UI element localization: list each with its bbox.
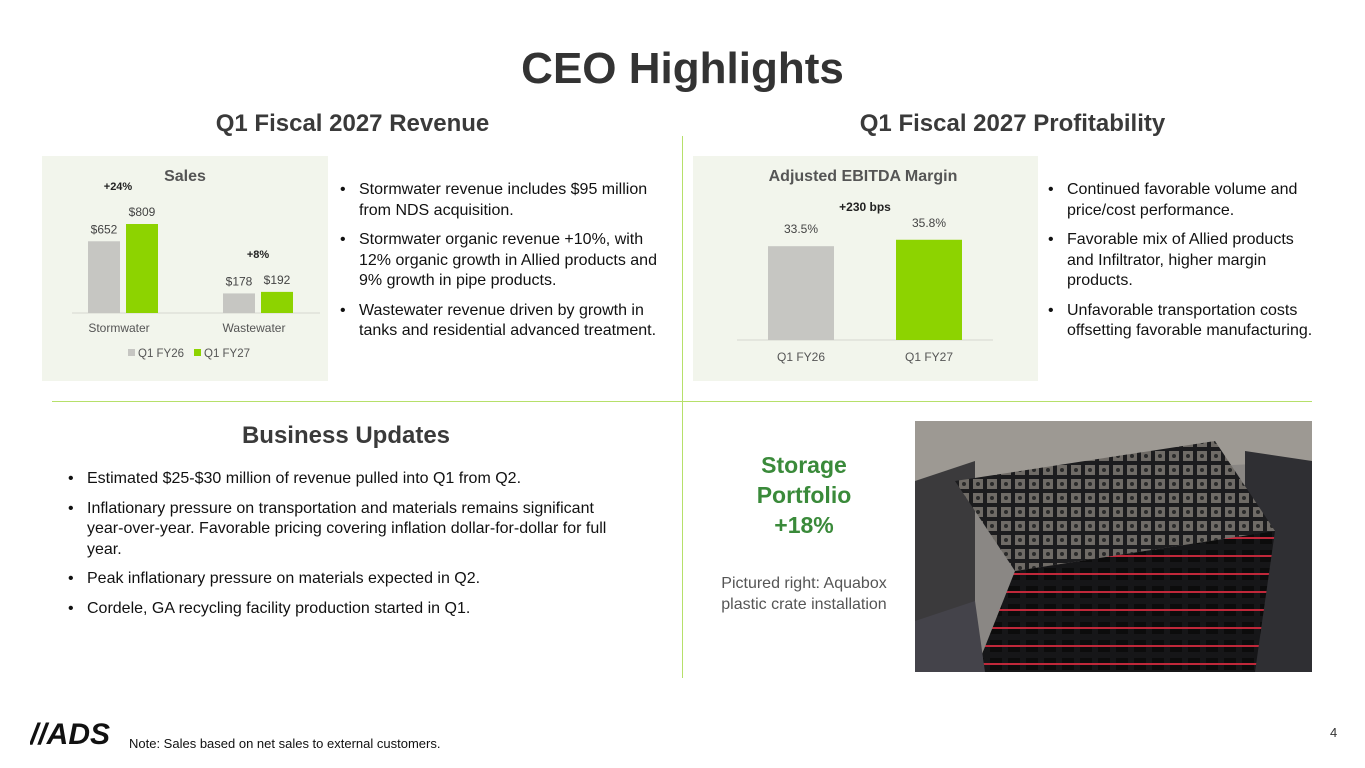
profitability-bullet: • Favorable mix of Allied products and In… xyxy=(1048,231,1294,289)
slide-title: CEO Highlights xyxy=(521,44,844,93)
revenue-bullet-text: Stormwater organic revenue +10%, with 12… xyxy=(359,231,657,289)
profitability-heading: Q1 Fiscal 2027 Profitability xyxy=(859,110,1166,137)
business-updates-heading: Business Updates xyxy=(241,422,451,449)
data-label: $809 xyxy=(129,205,156,219)
bar xyxy=(261,291,293,313)
revenue-bullet: • Stormwater revenue includes $95 million… xyxy=(340,181,648,219)
growth-label: +24% xyxy=(104,181,133,193)
aquabox-installation-photo xyxy=(915,421,1312,672)
data-label: 35.8% xyxy=(912,216,946,230)
business-bullet-text: Estimated $25-$30 million of revenue pul… xyxy=(87,470,522,487)
profitability-bullet-text: Favorable mix of Allied products and Inf… xyxy=(1067,231,1294,289)
business-bullet: • Estimated $25-$30 million of revenue pu… xyxy=(68,470,522,487)
ebitda-chart: Adjusted EBITDA Margin +230 bps 33.5% Q1 FY… xyxy=(737,168,993,364)
bar xyxy=(223,293,255,313)
profitability-bullet: • Unfavorable transportation costs offset… xyxy=(1048,301,1313,340)
bar xyxy=(768,246,834,340)
business-bullet: • Peak inflationary pressure on materials… xyxy=(68,570,481,587)
storage-line: Storage xyxy=(761,452,847,478)
growth-label: +230 bps xyxy=(839,200,891,214)
storage-growth: +18% xyxy=(774,512,834,538)
category-label: Q1 FY26 xyxy=(777,350,825,364)
ebitda-chart-panel: Adjusted EBITDA Margin +230 bps 33.5% Q1 FY… xyxy=(693,156,1038,381)
business-bullet: • Cordele, GA recycling facility producti… xyxy=(68,599,471,617)
legend-swatch xyxy=(128,349,135,356)
chart-title: Sales xyxy=(164,168,206,185)
revenue-bullet: • Wastewater revenue driven by growth in … xyxy=(340,301,657,340)
business-bullet-text: Peak inflationary pressure on materials … xyxy=(87,570,481,587)
growth-label: +8% xyxy=(247,249,270,261)
storage-line: Portfolio xyxy=(756,482,852,508)
footnote: Note: Sales based on net sales to extern… xyxy=(129,736,441,751)
business-bullet: • Inflationary pressure on transportation… xyxy=(68,499,607,558)
photo-caption: Pictured right: Aquabox plastic crate in… xyxy=(708,573,900,615)
chart-title: Adjusted EBITDA Margin xyxy=(769,168,958,185)
business-bullet-text: Inflationary pressure on transportation … xyxy=(87,499,607,558)
ads-logo: //ADS xyxy=(28,716,120,751)
sales-chart: Sales $652 $809 +24% Stormwater $178 $192 +8% Wa… xyxy=(72,168,320,360)
horizontal-divider xyxy=(52,401,1312,402)
revenue-bullet-text: Wastewater revenue driven by growth in t… xyxy=(359,301,657,340)
page-number: 4 xyxy=(1330,725,1338,740)
data-label: $178 xyxy=(226,274,253,288)
data-label: $652 xyxy=(91,222,118,236)
storage-portfolio-callout: Storage Portfolio +18% xyxy=(716,450,892,540)
profitability-bullets: • Continued favorable volume and price/co… xyxy=(1047,180,1317,351)
sales-chart-panel: Sales $652 $809 +24% Stormwater $178 $192 +8% Wa… xyxy=(42,156,328,381)
data-label: 33.5% xyxy=(784,222,818,236)
bar xyxy=(126,224,158,313)
revenue-bullets: • Stormwater revenue includes $95 million… xyxy=(339,180,669,351)
profitability-bullet: • Continued favorable volume and price/co… xyxy=(1048,181,1298,219)
bar xyxy=(88,241,120,313)
business-bullet-text: Cordele, GA recycling facility productio… xyxy=(87,599,471,617)
business-bullets: • Estimated $25-$30 million of revenue pu… xyxy=(67,469,622,628)
category-label: Wastewater xyxy=(223,321,286,335)
logo-text: //ADS xyxy=(30,718,110,748)
profitability-bullet-text: Unfavorable transportation costs offsett… xyxy=(1067,301,1313,340)
bar xyxy=(896,239,962,340)
vertical-divider xyxy=(682,136,683,678)
profitability-bullet-text: Continued favorable volume and price/cos… xyxy=(1067,181,1298,219)
category-label: Q1 FY27 xyxy=(905,350,953,364)
legend-label: Q1 FY26 xyxy=(138,348,184,360)
data-label: $192 xyxy=(264,273,291,287)
revenue-heading: Q1 Fiscal 2027 Revenue xyxy=(215,110,490,137)
category-label: Stormwater xyxy=(88,321,149,335)
legend-label: Q1 FY27 xyxy=(204,348,250,360)
caption-line: plastic crate installation xyxy=(721,596,887,613)
revenue-bullet: • Stormwater organic revenue +10%, with 1… xyxy=(340,231,657,289)
legend-swatch xyxy=(194,349,201,356)
caption-line: Pictured right: Aquabox xyxy=(721,575,887,592)
revenue-bullet-text: Stormwater revenue includes $95 million … xyxy=(359,181,648,219)
